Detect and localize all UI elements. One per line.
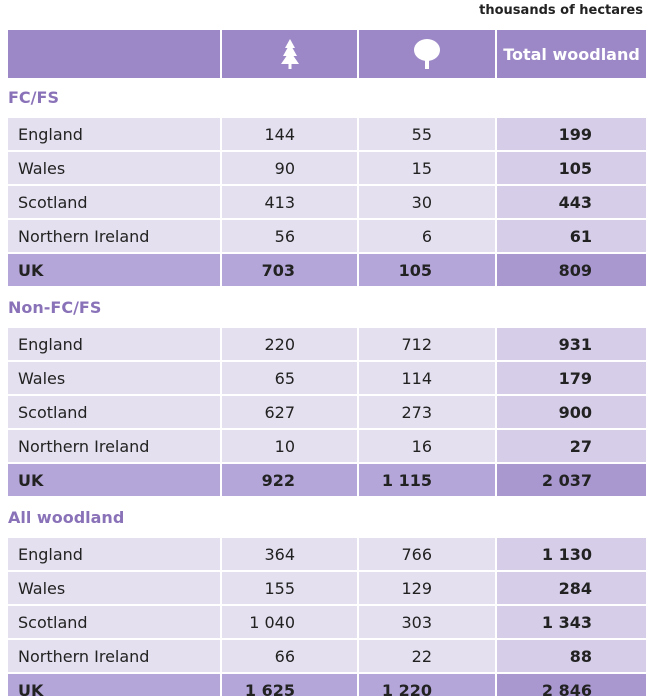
section-title: FC/FS bbox=[8, 88, 59, 107]
value-cell: 809 bbox=[497, 254, 646, 286]
row-label: UK bbox=[8, 674, 220, 696]
value-cell: 1 040 bbox=[222, 606, 357, 638]
row-label: England bbox=[8, 328, 220, 360]
value-cell: 22 bbox=[359, 640, 495, 672]
value-cell: 1 625 bbox=[222, 674, 357, 696]
header-cell bbox=[8, 30, 220, 78]
section-title: Non-FC/FS bbox=[8, 298, 102, 317]
value-cell: 105 bbox=[497, 152, 646, 184]
value-cell: 10 bbox=[222, 430, 357, 462]
value-cell: 900 bbox=[497, 396, 646, 428]
value-cell: 144 bbox=[222, 118, 357, 150]
value-cell: 2 037 bbox=[497, 464, 646, 496]
value-cell: 114 bbox=[359, 362, 495, 394]
section-title: All woodland bbox=[8, 508, 125, 527]
value-cell: 16 bbox=[359, 430, 495, 462]
value-cell: 105 bbox=[359, 254, 495, 286]
value-cell: 1 115 bbox=[359, 464, 495, 496]
value-cell: 15 bbox=[359, 152, 495, 184]
header-cell: Total woodland bbox=[497, 30, 646, 78]
value-cell: 88 bbox=[497, 640, 646, 672]
header-cell bbox=[359, 30, 495, 78]
row-label: Northern Ireland bbox=[8, 220, 220, 252]
value-cell: 129 bbox=[359, 572, 495, 604]
value-cell: 273 bbox=[359, 396, 495, 428]
value-cell: 712 bbox=[359, 328, 495, 360]
value-cell: 703 bbox=[222, 254, 357, 286]
value-cell: 66 bbox=[222, 640, 357, 672]
row-label: Scotland bbox=[8, 606, 220, 638]
value-cell: 179 bbox=[497, 362, 646, 394]
value-cell: 303 bbox=[359, 606, 495, 638]
value-cell: 627 bbox=[222, 396, 357, 428]
value-cell: 61 bbox=[497, 220, 646, 252]
value-cell: 155 bbox=[222, 572, 357, 604]
header-cell bbox=[222, 30, 357, 78]
value-cell: 220 bbox=[222, 328, 357, 360]
value-cell: 922 bbox=[222, 464, 357, 496]
value-cell: 1 130 bbox=[497, 538, 646, 570]
value-cell: 56 bbox=[222, 220, 357, 252]
row-label: Scotland bbox=[8, 186, 220, 218]
value-cell: 6 bbox=[359, 220, 495, 252]
row-label: Wales bbox=[8, 152, 220, 184]
value-cell: 364 bbox=[222, 538, 357, 570]
row-label: England bbox=[8, 538, 220, 570]
row-label: Wales bbox=[8, 362, 220, 394]
value-cell: 931 bbox=[497, 328, 646, 360]
value-cell: 65 bbox=[222, 362, 357, 394]
conifer-icon bbox=[280, 39, 299, 69]
value-cell: 284 bbox=[497, 572, 646, 604]
row-label: UK bbox=[8, 464, 220, 496]
row-label: UK bbox=[8, 254, 220, 286]
unit-label: thousands of hectares bbox=[479, 3, 643, 18]
row-label: Wales bbox=[8, 572, 220, 604]
value-cell: 1 343 bbox=[497, 606, 646, 638]
value-cell: 413 bbox=[222, 186, 357, 218]
value-cell: 2 846 bbox=[497, 674, 646, 696]
value-cell: 27 bbox=[497, 430, 646, 462]
broadleaf-icon bbox=[414, 39, 440, 69]
row-label: Northern Ireland bbox=[8, 430, 220, 462]
row-label: England bbox=[8, 118, 220, 150]
value-cell: 766 bbox=[359, 538, 495, 570]
value-cell: 443 bbox=[497, 186, 646, 218]
value-cell: 90 bbox=[222, 152, 357, 184]
row-label: Scotland bbox=[8, 396, 220, 428]
value-cell: 1 220 bbox=[359, 674, 495, 696]
value-cell: 199 bbox=[497, 118, 646, 150]
value-cell: 55 bbox=[359, 118, 495, 150]
value-cell: 30 bbox=[359, 186, 495, 218]
row-label: Northern Ireland bbox=[8, 640, 220, 672]
